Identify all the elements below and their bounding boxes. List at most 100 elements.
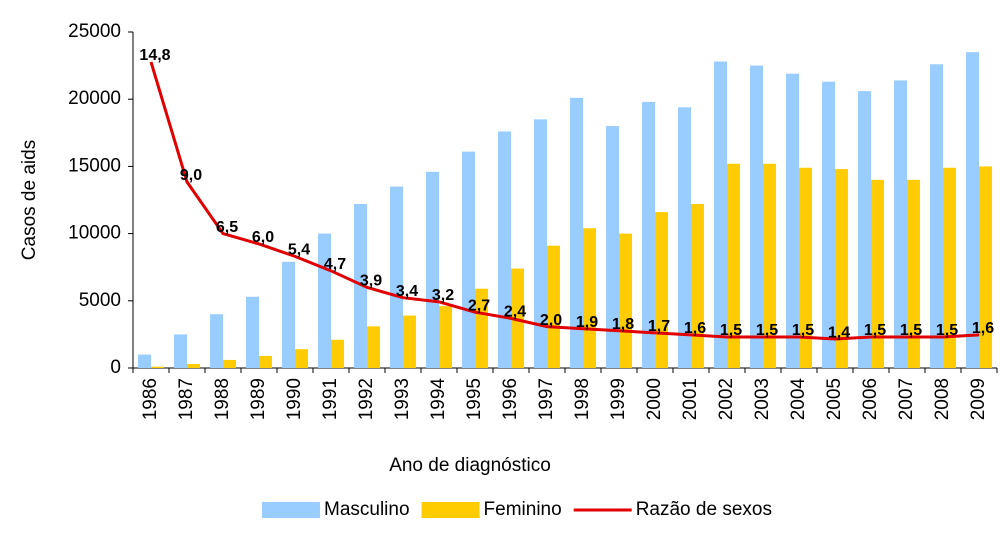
bar xyxy=(138,354,151,368)
data-label: 4,7 xyxy=(324,256,346,273)
bar xyxy=(210,314,223,368)
line xyxy=(149,61,980,341)
data-label: 1,5 xyxy=(900,322,922,339)
bar xyxy=(930,64,943,369)
x-tick-label: 2000 xyxy=(644,378,665,420)
bar xyxy=(174,334,187,368)
y-tick-label: 20000 xyxy=(68,88,121,109)
bar xyxy=(534,119,547,368)
x-tick-label: 1989 xyxy=(248,378,269,420)
x-tick-label: 1987 xyxy=(176,378,197,420)
bar xyxy=(367,326,380,368)
bar xyxy=(858,91,871,369)
bar xyxy=(750,65,763,368)
bar xyxy=(763,163,776,368)
bar xyxy=(835,169,848,368)
x-tick-label: 1995 xyxy=(464,378,485,420)
bar xyxy=(246,296,259,368)
x-tick-label: 1991 xyxy=(320,378,341,420)
x-tick-label: 1990 xyxy=(284,378,305,420)
x-tick-label: 1998 xyxy=(572,378,593,420)
bar xyxy=(727,163,740,368)
y-tick-label: 5000 xyxy=(79,290,121,311)
bar xyxy=(786,73,799,368)
data-label: 1,5 xyxy=(792,322,814,339)
data-label: 3,9 xyxy=(360,273,382,290)
bar xyxy=(894,80,907,368)
x-tick-label: 1992 xyxy=(356,378,377,420)
bar xyxy=(606,126,619,368)
legend-swatch xyxy=(421,502,480,518)
bar xyxy=(390,186,403,368)
data-label: 1,5 xyxy=(864,322,886,339)
data-label: 1,6 xyxy=(684,320,706,337)
bar xyxy=(475,288,488,368)
data-label: 1,5 xyxy=(936,322,958,339)
y-tick-label: 15000 xyxy=(68,155,121,176)
data-label: 1,4 xyxy=(828,324,850,341)
bar xyxy=(318,233,331,368)
data-label: 5,4 xyxy=(288,242,310,259)
bar xyxy=(331,339,344,368)
bar xyxy=(642,101,655,368)
x-tick-label: 2001 xyxy=(680,378,701,420)
x-tick-label: 1993 xyxy=(392,378,413,420)
bar xyxy=(511,268,524,368)
bar xyxy=(714,61,727,369)
legend-label: Masculino xyxy=(324,499,410,520)
bar xyxy=(943,167,956,368)
x-tick-label: 2002 xyxy=(716,378,737,420)
data-label: 2,0 xyxy=(540,312,562,329)
x-tick-label: 1996 xyxy=(500,378,521,420)
bar xyxy=(151,366,164,368)
data-label: 14,8 xyxy=(139,47,170,64)
bar xyxy=(966,52,979,368)
bar xyxy=(583,228,596,368)
bar xyxy=(655,212,668,368)
data-label: 1,8 xyxy=(612,316,634,333)
bar xyxy=(871,179,884,368)
data-label: 2,4 xyxy=(504,304,526,321)
bar xyxy=(822,81,835,368)
data-label: 1,6 xyxy=(972,320,994,337)
bar xyxy=(678,107,691,368)
data-label: 3,4 xyxy=(396,283,418,300)
bar xyxy=(570,97,583,368)
bar xyxy=(619,233,632,368)
bar xyxy=(462,151,475,368)
x-tick-label: 2004 xyxy=(788,378,809,421)
x-tick-label: 2003 xyxy=(752,378,773,420)
data-label: 1,5 xyxy=(720,322,742,339)
x-tick-label: 1988 xyxy=(212,378,233,420)
x-tick-label: 2005 xyxy=(824,378,845,420)
x-tick-label: 2009 xyxy=(968,378,989,420)
y-tick-label: 0 xyxy=(110,357,121,378)
bar xyxy=(282,261,295,368)
x-tick-label: 2007 xyxy=(896,378,917,420)
bar xyxy=(691,204,704,368)
bar xyxy=(426,171,439,368)
x-tick-label: 2008 xyxy=(932,378,953,420)
bar xyxy=(403,315,416,368)
data-label: 9,0 xyxy=(180,167,202,184)
y-tick-label: 25000 xyxy=(68,21,121,42)
x-tick-label: 1997 xyxy=(536,378,557,420)
bar xyxy=(295,349,308,368)
x-tick-label: 2006 xyxy=(860,378,881,420)
bar xyxy=(439,306,452,368)
x-tick-label: 1986 xyxy=(140,378,161,420)
bar xyxy=(799,167,812,368)
legend-label: Feminino xyxy=(484,499,562,520)
bar xyxy=(979,166,992,368)
y-axis-title: Casos de aids xyxy=(19,140,40,260)
data-label: 6,5 xyxy=(216,219,238,236)
bar xyxy=(187,363,200,368)
x-tick-label: 1994 xyxy=(428,378,449,421)
legend-label: Razão de sexos xyxy=(636,499,772,520)
bar xyxy=(259,355,272,368)
bar xyxy=(547,245,560,368)
data-label: 1,9 xyxy=(576,314,598,331)
x-tick-label: 1999 xyxy=(608,378,629,420)
x-axis-title: Ano de diagnóstico xyxy=(389,455,551,476)
